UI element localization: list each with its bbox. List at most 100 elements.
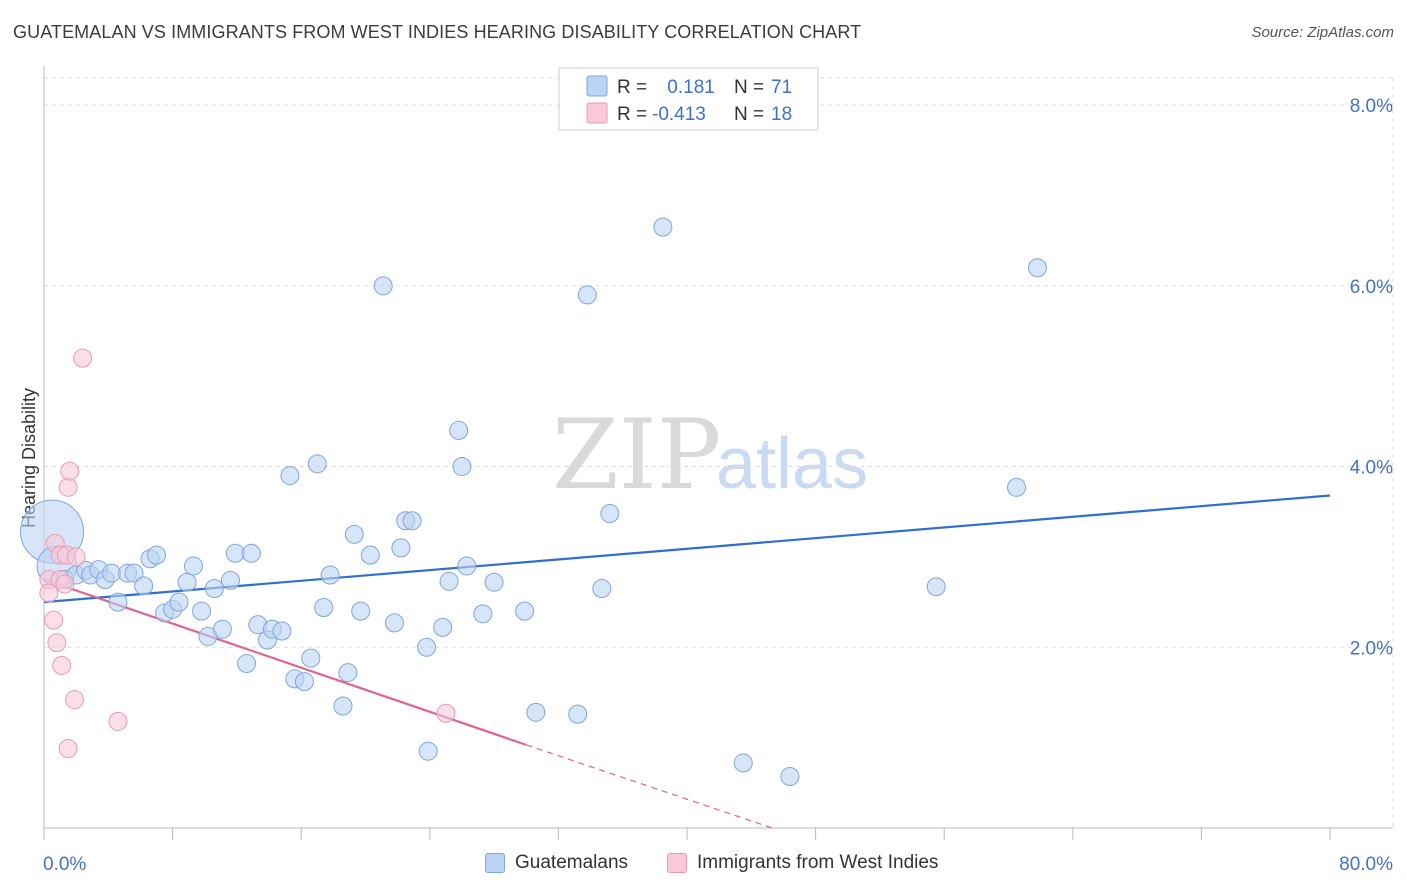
guatemalan-point-40 [338, 663, 358, 683]
legend-n-value-2: 18 [771, 104, 792, 125]
y-axis-label: Hearing Disability [19, 388, 39, 528]
guatemalan-point-44 [373, 276, 393, 296]
legend-r-label-2: R = [617, 104, 647, 125]
guatemalan-point-58 [515, 601, 535, 621]
guatemalan-point-24 [220, 570, 240, 590]
guatemalan-point-41 [344, 524, 364, 544]
legend: R = 0.181 N = 71 R = -0.413 N = 18 [558, 67, 819, 131]
guatemalan-point-34 [294, 672, 314, 692]
guatemalan-point-12 [134, 576, 154, 596]
bottom-legend-swatch-guatemalans [485, 853, 505, 873]
guatemalan-point-53 [449, 420, 469, 440]
guatemalan-point-9 [108, 592, 128, 612]
guatemalan-point-54 [452, 457, 472, 477]
guatemalan-point-51 [433, 617, 453, 637]
west-indies-point-14 [66, 547, 86, 567]
guatemalan-point-37 [314, 598, 334, 618]
legend-r-value-1: 0.181 [662, 77, 715, 98]
y-tick-label-0: 2.0% [1350, 638, 1393, 659]
west-indies-point-16 [108, 711, 128, 731]
west-indies-point-10 [58, 738, 78, 758]
chart-title: GUATEMALAN VS IMMIGRANTS FROM WEST INDIE… [13, 22, 862, 42]
y-tick-label-1: 4.0% [1350, 458, 1393, 479]
guatemalan-point-25 [225, 543, 245, 563]
guatemalan-point-50 [418, 741, 438, 761]
guatemalan-point-68 [1007, 477, 1027, 497]
guatemalan-point-11 [124, 563, 144, 583]
guatemalan-point-59 [526, 702, 546, 722]
guatemalan-point-27 [241, 543, 261, 563]
guatemalan-point-64 [653, 217, 673, 237]
guatemalan-point-35 [301, 648, 321, 668]
guatemalan-point-63 [600, 504, 620, 524]
guatemalan-point-49 [417, 637, 437, 657]
guatemalan-point-20 [192, 601, 212, 621]
guatemalan-point-55 [457, 556, 477, 576]
guatemalan-point-52 [439, 571, 459, 591]
guatemalan-point-39 [333, 696, 353, 716]
watermark-zip: ZIP [552, 399, 721, 511]
legend-r-label-1: R = [617, 77, 647, 98]
guatemalan-point-46 [391, 538, 411, 558]
bottom-legend-label-guatemalans: Guatemalans [515, 852, 629, 873]
bottom-legend-label-west-indies: Immigrants from West Indies [697, 852, 939, 873]
legend-n-label-1: N = [734, 77, 764, 98]
west-indies-point-12 [60, 461, 80, 481]
y-tick-label-3: 8.0% [1350, 96, 1393, 117]
watermark: ZIP atlas [552, 399, 868, 511]
west-indies-point-8 [55, 574, 75, 594]
legend-swatch-guatemalans [586, 75, 608, 97]
west-indies-point-1 [39, 583, 59, 603]
guatemalan-point-57 [484, 572, 504, 592]
guatemalan-point-23 [212, 619, 232, 639]
west-indies-point-13 [65, 690, 85, 710]
legend-r-value-2: -0.413 [652, 104, 706, 125]
guatemalan-point-17 [169, 592, 189, 612]
guatemalan-point-26 [237, 654, 257, 674]
guatemalan-point-69 [1027, 258, 1047, 278]
bottom-legend-west-indies: Immigrants from West Indies [667, 852, 938, 874]
y-tick-label-2: 6.0% [1350, 277, 1393, 298]
guatemalan-point-38 [320, 565, 340, 585]
west-indies-point-17 [436, 703, 456, 723]
bottom-legend-guatemalans: Guatemalans [485, 852, 628, 874]
west-indies-point-11 [58, 477, 78, 497]
guatemalan-point-19 [183, 556, 203, 576]
y-tick-labels: 2.0% 4.0% 6.0% 8.0% [1350, 96, 1393, 659]
west-indies-point-4 [47, 633, 67, 653]
guatemalan-point-65 [733, 753, 753, 773]
guatemalan-point-43 [360, 545, 380, 565]
guatemalan-point-66 [780, 766, 800, 786]
guatemalan-point-8 [102, 563, 122, 583]
guatemalan-point-31 [272, 621, 292, 641]
guatemalan-point-42 [351, 601, 371, 621]
west-indies-point-7 [52, 655, 72, 675]
watermark-atlas: atlas [716, 424, 868, 504]
guatemalan-point-56 [473, 604, 493, 624]
guatemalan-point-60 [568, 704, 588, 724]
axes [43, 66, 1393, 840]
guatemalan-point-45 [384, 613, 404, 633]
guatemalan-point-36 [307, 454, 327, 474]
bottom-legend-swatch-west-indies [667, 853, 687, 873]
guatemalan-trend-line [43, 494, 1331, 604]
guatemalan-point-61 [577, 285, 597, 305]
source-label: Source: ZipAtlas.com [1251, 24, 1394, 41]
bottom-legend: Guatemalans Immigrants from West Indies [0, 848, 1406, 880]
legend-n-label-2: N = [734, 104, 764, 125]
guatemalan-point-62 [592, 579, 612, 599]
legend-n-value-1: 71 [771, 77, 792, 98]
data-points [20, 217, 1047, 786]
guatemalan-point-14 [147, 545, 167, 565]
x-tick-label-min: 0.0% [43, 854, 86, 875]
x-tick-label-max: 80.0% [1339, 854, 1393, 875]
guatemalan-point-48 [402, 511, 422, 531]
guatemalan-point-67 [926, 577, 946, 597]
guatemalan-point-18 [177, 572, 197, 592]
west-indies-point-15 [73, 348, 93, 368]
guatemalan-point-22 [204, 579, 224, 599]
west-indies-point-2 [44, 610, 64, 630]
legend-swatch-west-indies [586, 102, 608, 124]
guatemalan-point-32 [280, 466, 300, 486]
